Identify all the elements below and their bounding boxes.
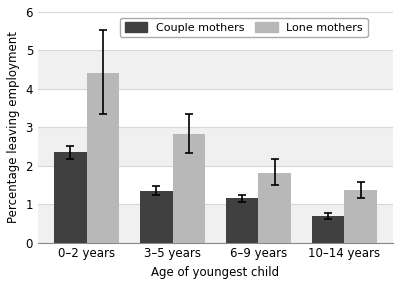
X-axis label: Age of youngest child: Age of youngest child bbox=[151, 266, 280, 279]
Bar bbox=[312, 216, 344, 243]
Bar bbox=[172, 134, 205, 243]
Bar bbox=[38, 50, 393, 89]
Bar bbox=[38, 12, 393, 50]
Bar bbox=[226, 198, 258, 243]
Bar bbox=[87, 74, 119, 243]
Bar bbox=[140, 191, 172, 243]
Bar bbox=[258, 173, 291, 243]
Y-axis label: Percentage leaving employment: Percentage leaving employment bbox=[7, 31, 20, 223]
Bar bbox=[38, 204, 393, 243]
Bar bbox=[38, 127, 393, 166]
Bar bbox=[38, 166, 393, 204]
Bar bbox=[54, 152, 87, 243]
Legend: Couple mothers, Lone mothers: Couple mothers, Lone mothers bbox=[120, 17, 368, 37]
Bar bbox=[38, 89, 393, 127]
Bar bbox=[344, 190, 377, 243]
